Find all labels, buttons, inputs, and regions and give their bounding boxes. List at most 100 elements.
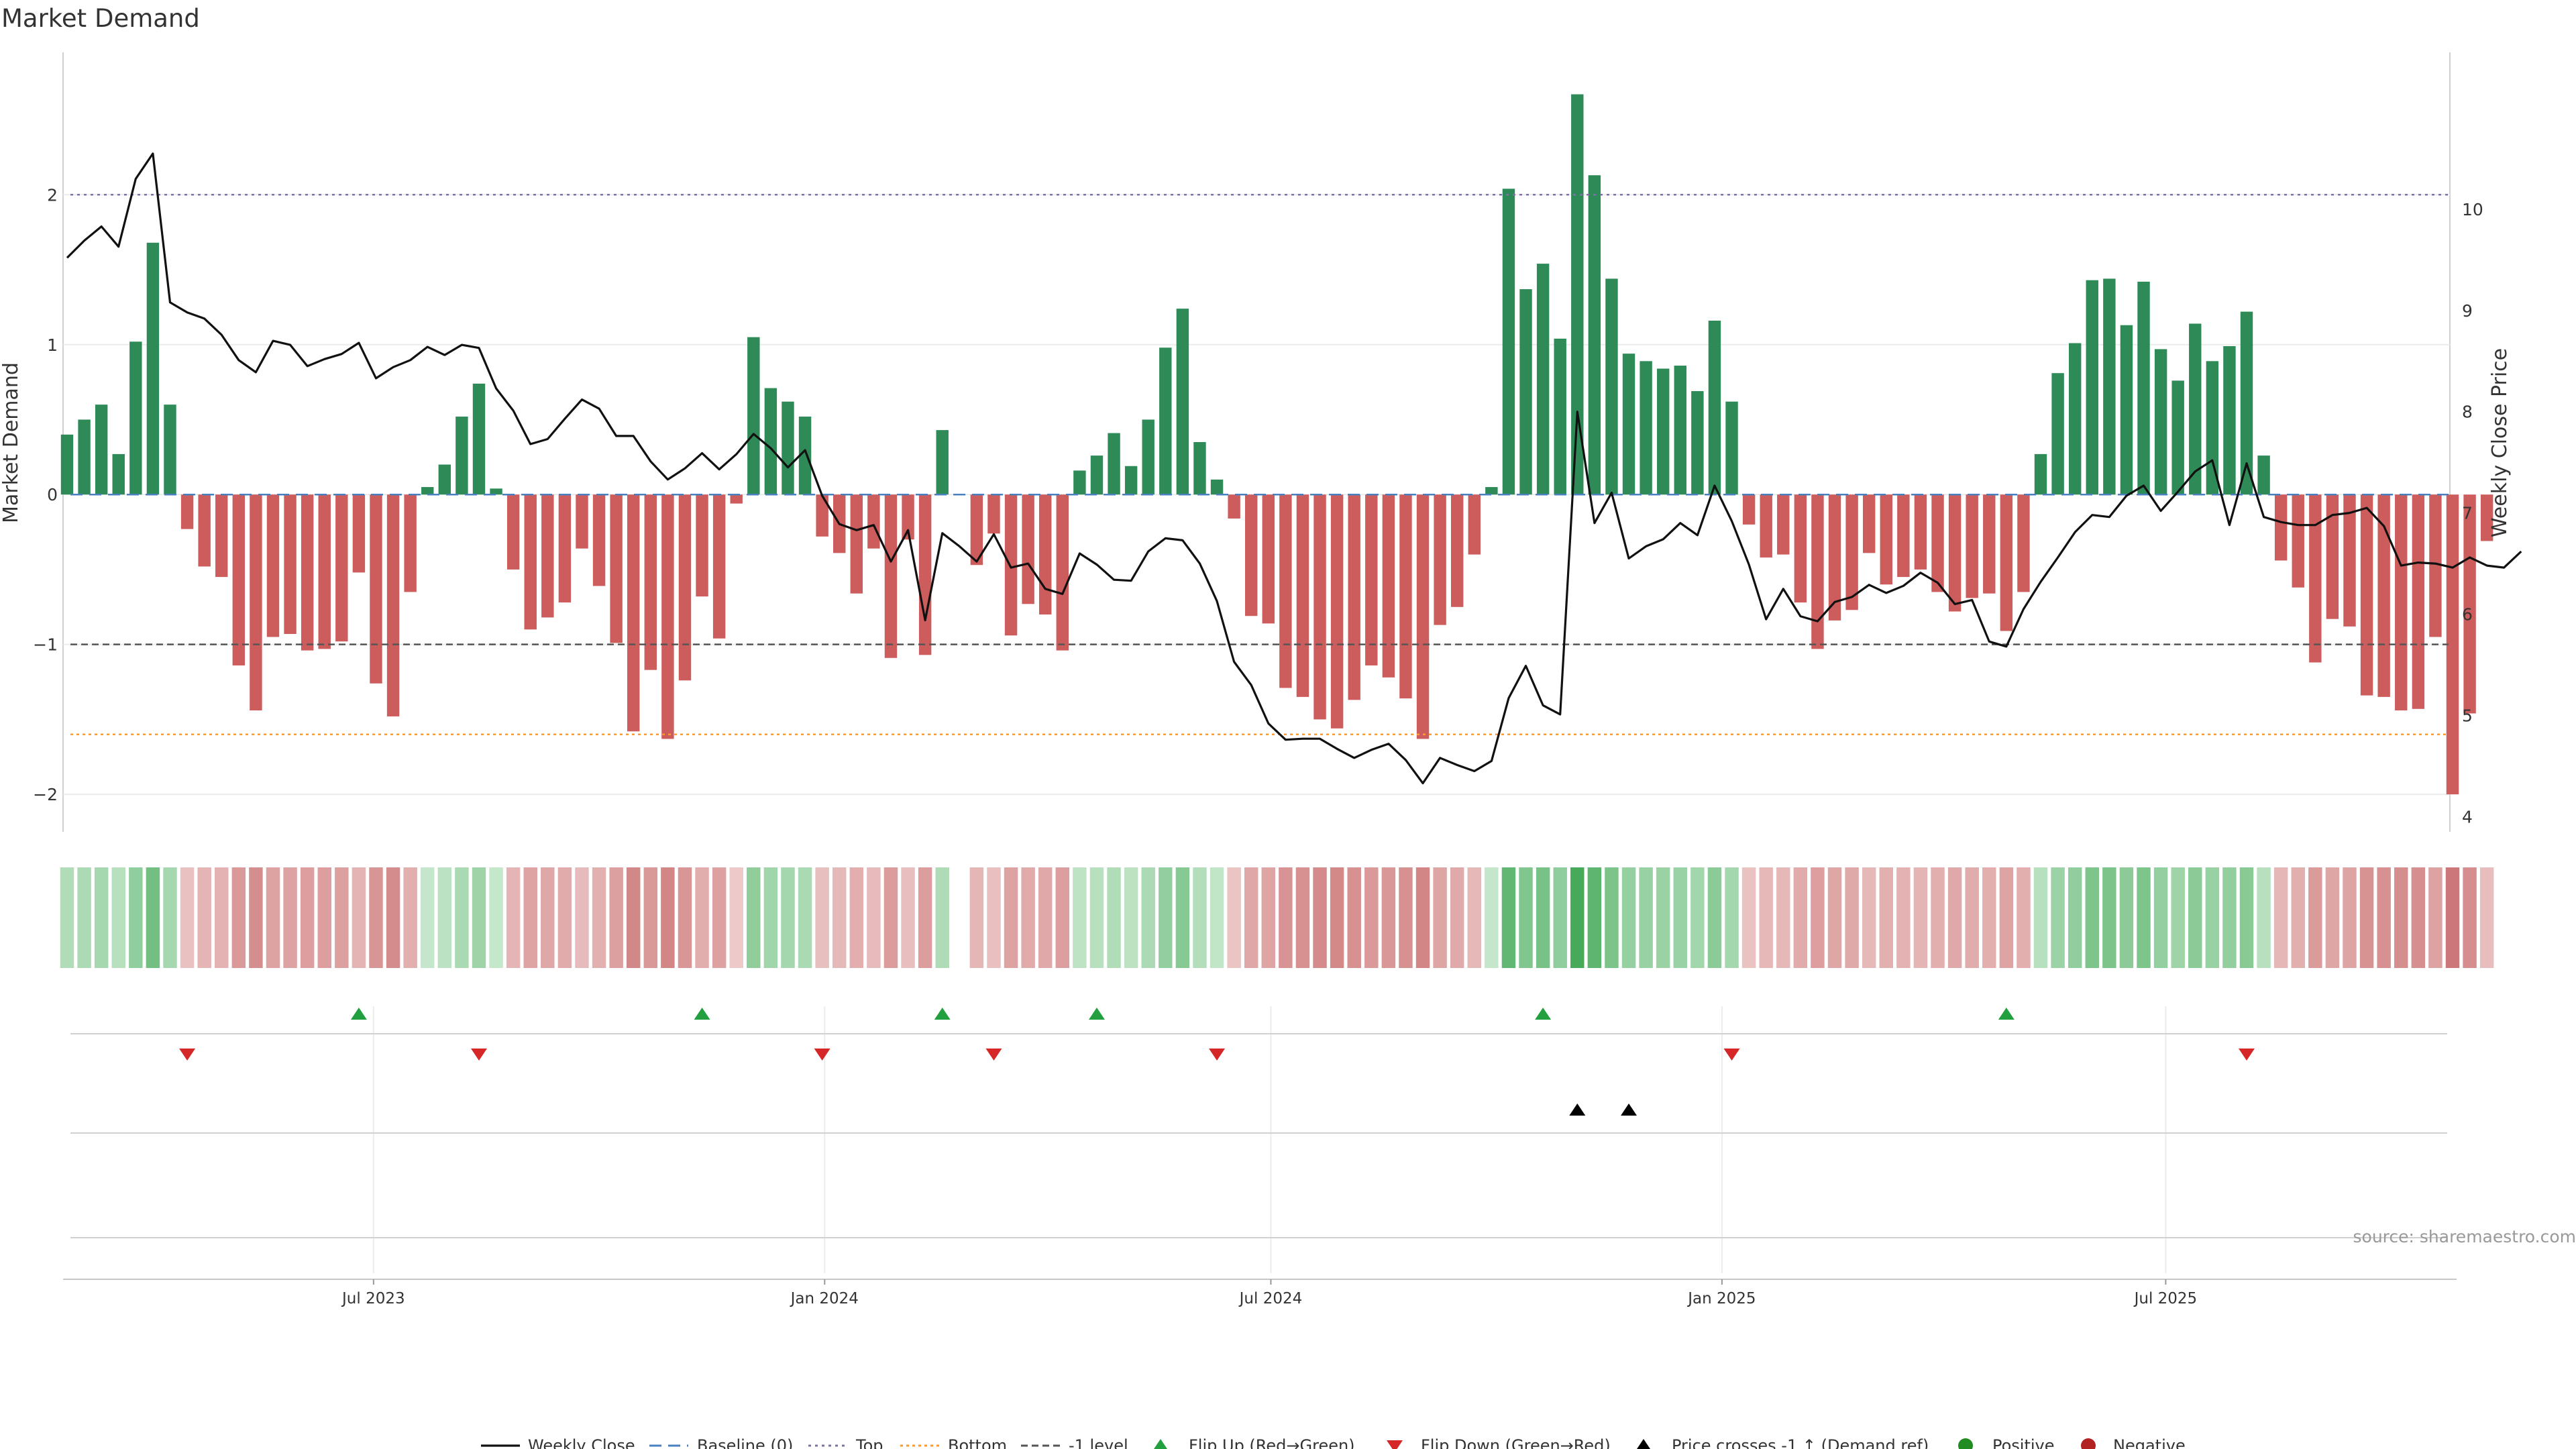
- heat-cell: [1811, 867, 1825, 968]
- demand-bar: [1416, 494, 1430, 739]
- price-cross-markers: [1569, 1104, 1638, 1116]
- heat-cell: [2171, 867, 2185, 968]
- demand-bar: [1674, 366, 1686, 495]
- x-axis-ticks: Jul 2023 Jan 2024 Jul 2024 Jan 2025 Jul 2025: [341, 1279, 2197, 1307]
- heat-cell: [2033, 867, 2048, 968]
- demand-bar: [386, 494, 400, 716]
- demand-bar: [1279, 494, 1292, 688]
- price-cross-marker: [1621, 1104, 1638, 1116]
- vertical-grid: [372, 1006, 2167, 1273]
- demand-bar: [1056, 494, 1069, 651]
- legend: Weekly Close Baseline (0) Top Bottom -1 …: [481, 1436, 2186, 1449]
- demand-bar: [2034, 453, 2047, 495]
- y-tick-label: −1: [33, 635, 58, 655]
- demand-bar: [2429, 494, 2442, 637]
- demand-bar: [1382, 494, 1395, 678]
- heat-cell: [2119, 867, 2134, 968]
- heat-cell: [1210, 867, 1224, 968]
- demand-bar: [1090, 455, 1104, 495]
- demand-bar: [1931, 494, 1944, 592]
- heat-cell: [1038, 867, 1053, 968]
- demand-bar: [987, 494, 1000, 534]
- demand-bar: [146, 242, 160, 495]
- heat-cell: [2239, 867, 2254, 968]
- demand-bar: [1159, 347, 1172, 495]
- demand-bar: [1142, 419, 1155, 495]
- heat-cell: [1913, 867, 1928, 968]
- heat-cell: [557, 867, 572, 968]
- demand-bars: [60, 94, 2493, 795]
- demand-bar: [970, 494, 983, 566]
- legend-minus-one: -1 level: [1069, 1436, 1128, 1449]
- demand-bar: [1434, 494, 1446, 625]
- demand-bar: [490, 488, 502, 495]
- demand-bar: [798, 417, 812, 495]
- legend-negative: Negative: [2113, 1436, 2186, 1449]
- heat-cell: [1485, 867, 1499, 968]
- heat-cell: [1879, 867, 1894, 968]
- heat-cell: [437, 867, 452, 968]
- legend-weekly-close: Weekly Close: [528, 1436, 635, 1449]
- heat-cell: [2394, 867, 2408, 968]
- demand-bar: [576, 494, 588, 549]
- demand-bar: [592, 494, 606, 586]
- event-marker-panels: source: sharemaestro.com Jul 2023 Jan 202…: [63, 1006, 2576, 1307]
- demand-bar: [747, 337, 760, 495]
- demand-bar: [1914, 494, 1927, 570]
- heat-cell: [763, 867, 778, 968]
- flip-up-marker: [694, 1008, 710, 1020]
- flip-markers: [179, 1008, 2255, 1061]
- heat-cell: [2188, 867, 2202, 968]
- heat-cell: [1501, 867, 1516, 968]
- demand-bar: [472, 383, 486, 495]
- demand-bar: [1742, 494, 1756, 525]
- heat-cell: [94, 867, 109, 968]
- heat-cell: [541, 867, 555, 968]
- heat-cell: [592, 867, 606, 968]
- legend-positive: Positive: [1992, 1436, 2055, 1449]
- demand-bar: [610, 494, 623, 643]
- y-axis-left-ticks: 2 1 0 −1 −2: [33, 185, 58, 804]
- heat-cell: [1364, 867, 1379, 968]
- demand-bar: [2257, 455, 2270, 495]
- heat-cell: [1690, 867, 1705, 968]
- demand-bar: [2326, 494, 2339, 619]
- y2-tick-label: 10: [2462, 200, 2483, 219]
- demand-bar: [2154, 349, 2167, 495]
- legend-price-cross: Price crosses -1 ↑ (Demand ref): [1672, 1436, 1929, 1449]
- heat-cell: [1896, 867, 1911, 968]
- heat-cell: [1862, 867, 1876, 968]
- heat-cell: [77, 867, 91, 968]
- x-tick-label: Jul 2023: [341, 1290, 405, 1307]
- flip-down-marker: [1209, 1049, 1226, 1061]
- demand-bar: [644, 494, 657, 670]
- x-tick-label: Jan 2025: [1686, 1290, 1756, 1307]
- legend-flip-up: Flip Up (Red→Green): [1189, 1436, 1355, 1449]
- heat-cell: [798, 867, 812, 968]
- y-axis-label: Market Demand: [0, 362, 23, 523]
- heat-cell: [1587, 867, 1602, 968]
- heat-cell: [2205, 867, 2220, 968]
- heat-cell: [1261, 867, 1276, 968]
- demand-bar: [1588, 175, 1601, 495]
- demand-bar: [884, 494, 898, 658]
- demand-bar: [421, 487, 434, 495]
- demand-bar: [1228, 494, 1240, 519]
- y2-tick-label: 4: [2462, 807, 2473, 826]
- heat-cell: [935, 867, 949, 968]
- heat-cell: [180, 867, 195, 968]
- heat-cell: [1793, 867, 1808, 968]
- heat-cell: [1450, 867, 1464, 968]
- demand-bar: [1897, 494, 1910, 578]
- flip-up-marker: [1088, 1008, 1105, 1020]
- heat-cell: [2463, 867, 2477, 968]
- heat-cell: [2291, 867, 2305, 968]
- demand-bar: [1708, 320, 1721, 495]
- demand-bar: [370, 494, 382, 684]
- demand-bar: [1794, 494, 1807, 603]
- demand-bar: [198, 494, 211, 567]
- demand-bar: [1073, 470, 1086, 495]
- demand-bar: [1399, 494, 1412, 699]
- demand-bar: [232, 494, 246, 665]
